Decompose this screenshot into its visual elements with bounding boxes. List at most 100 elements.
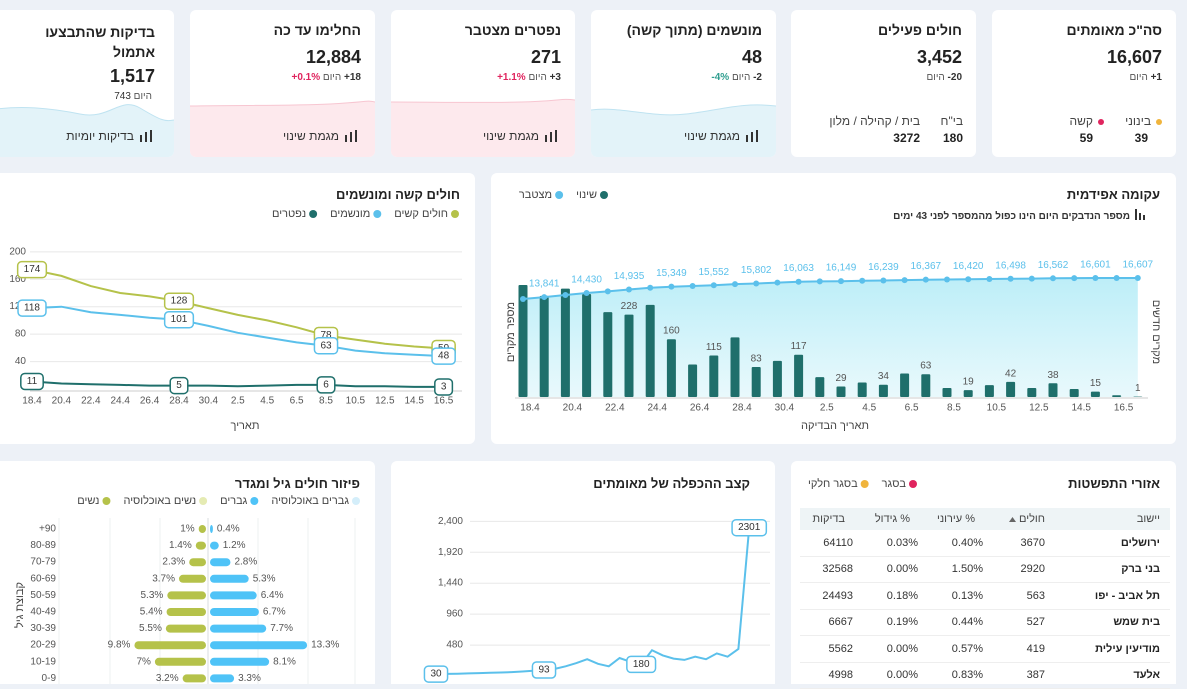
card-footer[interactable]: בדיקות יומיות [66, 129, 152, 143]
table-cell: בני ברק [1055, 556, 1170, 583]
card-change: -20 היום [926, 72, 962, 83]
change: +1 [1151, 72, 1162, 83]
card-footer[interactable]: מגמת שינוי [283, 129, 357, 143]
table-cell: תל אביב - יפו [1055, 583, 1170, 610]
card-value: 1,517 [110, 66, 155, 87]
card-title: החלימו עד כה [274, 22, 361, 38]
card-footer[interactable]: מגמת שינוי [684, 129, 758, 143]
table-cell: 6667 [800, 609, 855, 636]
card-footer[interactable]: מגמת שינוי [483, 129, 557, 143]
card-value: 12,884 [306, 47, 361, 68]
table-cell: 0.57% [920, 636, 985, 663]
table-cell: אלעד [1055, 662, 1170, 689]
card-value: 16,607 [1107, 47, 1162, 68]
column-header[interactable]: % גידול [855, 508, 920, 530]
table-cell: 387 [985, 662, 1055, 689]
table-cell: 0.00% [855, 662, 920, 689]
card-title: מונשמים (מתוך קשה) [627, 22, 762, 38]
card-value: 48 [742, 47, 762, 68]
card-change: -2 היום -4% [711, 72, 762, 83]
column-header[interactable]: יישוב [1055, 508, 1170, 530]
regions-table: יישוב חולים % עירוני % גידול בדיקות ירוש… [800, 508, 1170, 689]
breakdown-label: בית / קהילה / מלון [829, 114, 920, 128]
card-value: 3,452 [917, 47, 962, 68]
column-header[interactable]: בדיקות [800, 508, 855, 530]
percent: +1.1% [497, 72, 526, 83]
table-cell: 0.44% [920, 609, 985, 636]
table-cell: 3670 [985, 530, 1055, 556]
percent: -4% [711, 72, 729, 83]
card-value: 271 [531, 47, 561, 68]
table-cell: 0.00% [855, 556, 920, 583]
table-cell: 0.18% [855, 583, 920, 610]
card [0, 461, 375, 684]
table-cell: 0.40% [920, 530, 985, 556]
card: חולים פעילים 3,452 -20 היום בי"ח 180 בית… [791, 10, 976, 157]
chart-title: פיזור חולים גיל ומגדר [235, 476, 360, 491]
card [0, 173, 475, 444]
chart-subtitle: מספר הנדבקים היום הינו כפול מהמספר לפני … [893, 209, 1147, 222]
column-header-text[interactable]: חולים [1019, 513, 1045, 525]
today: היום [1129, 72, 1147, 83]
card: בדיקות שהתבצעו אתמול 1,517 היום 743 בדיק… [0, 10, 174, 157]
card-change: +1 היום [1129, 72, 1162, 83]
change: -2 [753, 72, 762, 83]
card: החלימו עד כה 12,884 +18 היום +0.1% מגמת … [190, 10, 375, 157]
card-change: היום 743 [114, 91, 152, 102]
change: -20 [948, 72, 962, 83]
sort-arrow [1009, 517, 1016, 522]
table-cell: 0.00% [855, 636, 920, 663]
bar-icon [545, 130, 557, 142]
footer-label[interactable]: מגמת שינוי [283, 129, 339, 143]
today: היום [528, 72, 546, 83]
bar-icon [746, 130, 758, 142]
today: היום [926, 72, 944, 83]
table-cell: 64110 [800, 530, 855, 556]
card [391, 461, 775, 684]
bar-icon [140, 130, 152, 142]
percent: +0.1% [292, 72, 321, 83]
today: היום [732, 72, 750, 83]
change: +3 [550, 72, 561, 83]
table-cell: ירושלים [1055, 530, 1170, 556]
breakdown-value: 39 [1135, 131, 1148, 145]
table-cell: 0.83% [920, 662, 985, 689]
chart-title: עקומה אפידמית [1067, 187, 1160, 202]
label: בינוני [1125, 114, 1151, 128]
table-cell: 1.50% [920, 556, 985, 583]
breakdown-value: 3272 [893, 131, 920, 145]
breakdown-value: 180 [943, 131, 963, 145]
card-title: נפטרים מצטבר [465, 22, 561, 38]
table-cell: 5562 [800, 636, 855, 663]
card-title: סה"כ מאומתים [1066, 22, 1162, 38]
table-title: אזורי התפשטות [1068, 476, 1160, 491]
column-header[interactable]: % עירוני [920, 508, 985, 530]
column-header[interactable]: חולים [985, 508, 1055, 530]
footer-label[interactable]: מגמת שינוי [483, 129, 539, 143]
subtitle-text: מספר הנדבקים היום הינו כפול מהמספר לפני … [893, 211, 1130, 222]
label: קשה [1070, 114, 1093, 128]
chart-title: קצב ההכפלה של מאומתים [593, 476, 750, 491]
table-cell: בית שמש [1055, 609, 1170, 636]
table-cell: 0.19% [855, 609, 920, 636]
card: סה"כ מאומתים 16,607 +1 היום בינוני 39 קש… [992, 10, 1176, 157]
change: 743 [114, 91, 131, 102]
footer-label[interactable]: בדיקות יומיות [66, 129, 134, 143]
breakdown-label: בי"ח [941, 114, 963, 128]
card: מונשמים (מתוך קשה) 48 -2 היום -4% מגמת ש… [591, 10, 776, 157]
footer-label[interactable]: מגמת שינוי [684, 129, 740, 143]
chart-title: חולים קשה ומונשמים [336, 187, 460, 202]
breakdown-label: בינוני [1125, 114, 1162, 128]
today: היום [323, 72, 341, 83]
table-cell: 0.03% [855, 530, 920, 556]
table-cell: 563 [985, 583, 1055, 610]
table-cell: 0.13% [920, 583, 985, 610]
bar-icon [345, 130, 357, 142]
breakdown-label: קשה [1070, 114, 1104, 128]
